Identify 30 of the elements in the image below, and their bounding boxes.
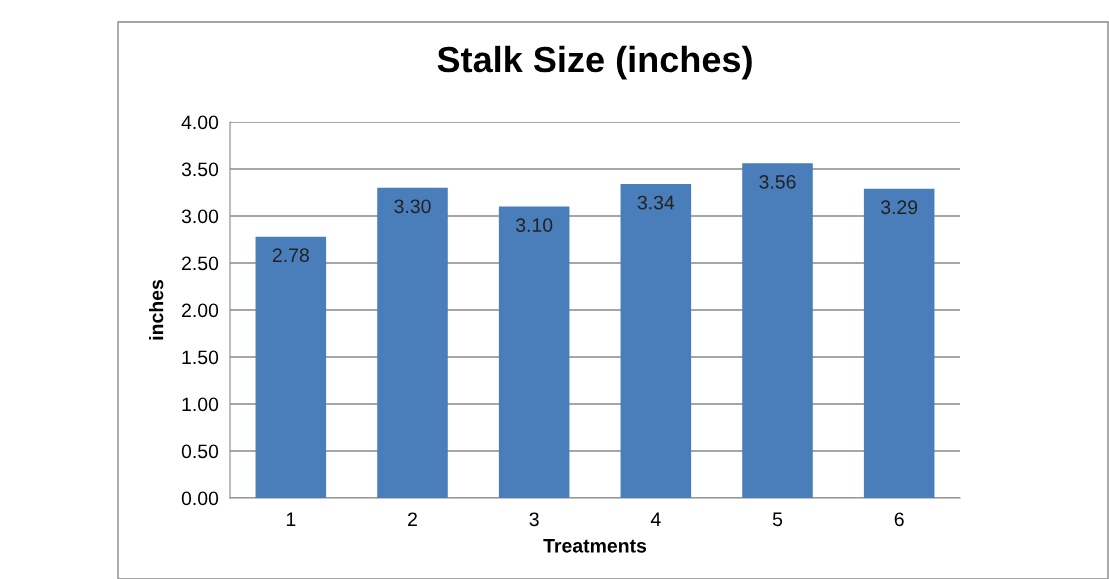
bar <box>742 163 813 498</box>
y-tick-label: 2.00 <box>182 303 219 318</box>
y-tick-label: 1.00 <box>182 397 219 412</box>
data-label: 3.34 <box>637 195 675 210</box>
y-tick-label: 3.50 <box>181 162 219 177</box>
x-tick-label: 4 <box>650 512 661 526</box>
data-label: 3.56 <box>759 174 796 189</box>
chart-title: Stalk Size (inches) <box>437 45 752 80</box>
bar <box>255 236 327 498</box>
y-tick-label: 1.50 <box>182 350 219 365</box>
bar <box>498 206 570 498</box>
data-label: 3.30 <box>394 199 431 214</box>
x-tick-label: 3 <box>529 512 539 527</box>
bar <box>377 187 448 498</box>
y-axis-title: inches <box>149 279 164 340</box>
data-label: 3.29 <box>880 200 918 215</box>
x-tick-label: 6 <box>894 512 904 527</box>
y-tick-label: 0.50 <box>181 444 219 459</box>
x-axis-title: Treatments <box>543 539 647 553</box>
y-tick-label: 2.50 <box>182 256 219 271</box>
data-label: 3.10 <box>515 218 553 232</box>
x-tick-label: 1 <box>286 512 296 526</box>
bar <box>863 188 935 498</box>
x-tick-label: 2 <box>408 512 417 526</box>
bar <box>620 184 692 498</box>
y-tick-label: 4.00 <box>181 115 219 130</box>
y-tick-label: 0.00 <box>181 491 219 506</box>
x-tick-label: 5 <box>772 512 783 527</box>
data-label: 2.78 <box>272 248 309 263</box>
y-tick-label: 3.00 <box>181 209 219 224</box>
